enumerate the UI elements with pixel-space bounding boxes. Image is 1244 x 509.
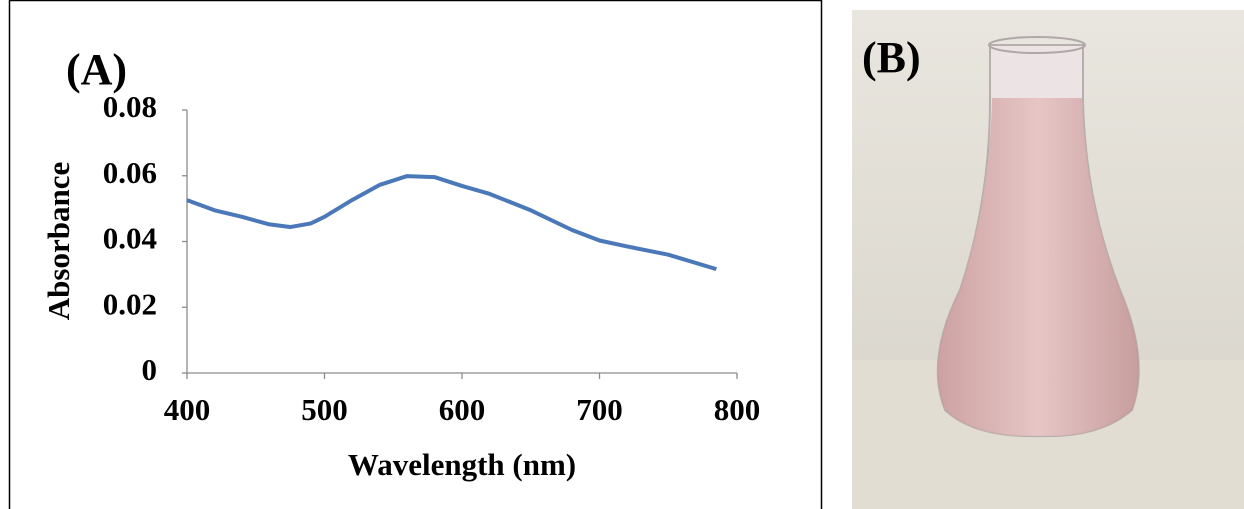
panel-label: (B) [862, 33, 921, 82]
photo: (B) [852, 10, 1244, 509]
x-axis-title: Wavelength (nm) [348, 447, 576, 482]
x-tick-label: 500 [301, 392, 348, 427]
y-tick-label: 0 [142, 352, 158, 387]
y-tick-label: 0.08 [103, 89, 157, 124]
y-tick-label: 0.04 [103, 221, 157, 256]
x-tick-label: 600 [439, 392, 486, 427]
x-tick-label: 800 [714, 392, 761, 427]
x-tick-label: 700 [576, 392, 623, 427]
data-line [186, 174, 717, 272]
y-tick-label: 0.02 [103, 286, 157, 321]
flask-rim [988, 36, 1086, 54]
panel-label: (A) [66, 45, 127, 94]
panel-frame [8, 0, 823, 509]
y-tick-label: 0.06 [103, 155, 157, 190]
liquid [937, 98, 1139, 437]
y-axis-title: Absorbance [41, 162, 76, 320]
x-tick-label: 400 [164, 392, 211, 427]
